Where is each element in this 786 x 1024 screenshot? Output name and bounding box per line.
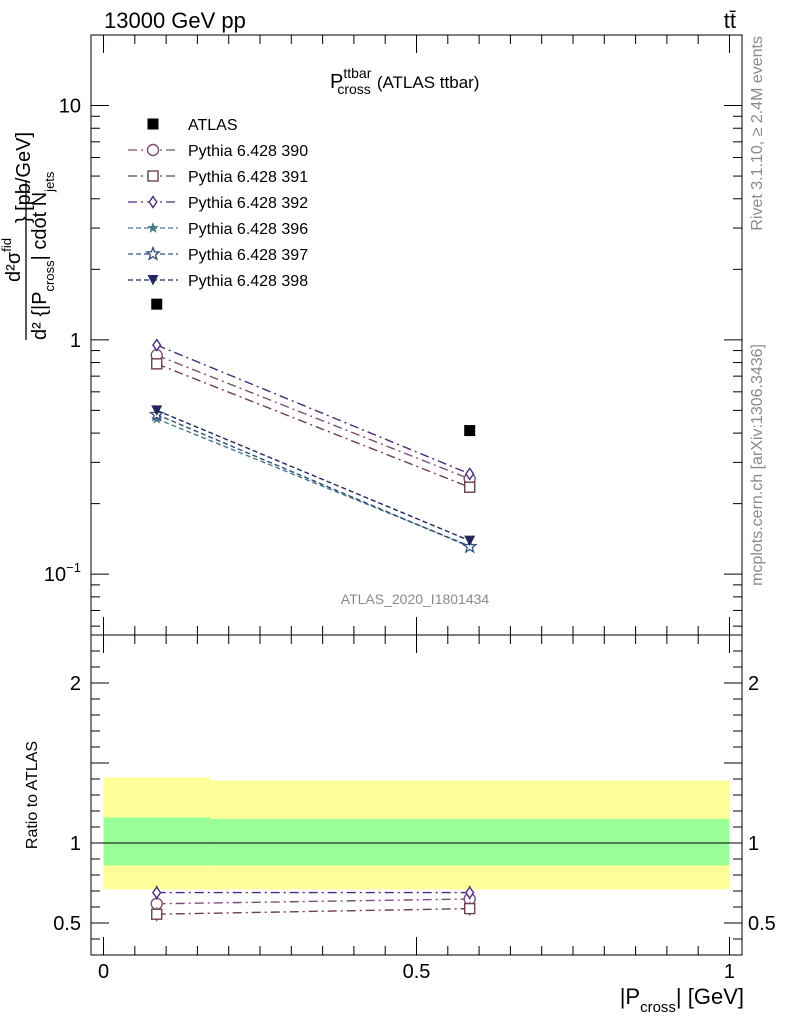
series-line-5 — [156, 413, 470, 548]
mcplots-label: mcplots.cern.ch [arXiv:1306.3436] — [749, 344, 766, 586]
chart-title-sub: cross — [337, 81, 370, 97]
x-tick-label: 0 — [98, 961, 109, 983]
uncertainty-band-inner-0 — [103, 817, 210, 866]
data-point-2-0 — [151, 358, 163, 370]
legend-label-2: Pythia 6.428 391 — [188, 169, 308, 186]
ratio-y-tick-label-right: 1 — [748, 833, 759, 855]
chart-title-base: P — [330, 71, 343, 93]
ylabel-den-a: d² {|P — [29, 291, 51, 340]
legend-marker-3 — [148, 195, 158, 209]
y-tick-label: 10−1 — [44, 560, 81, 586]
ratio-series-line-1 — [156, 907, 470, 915]
ratio-point-2-1 — [465, 885, 475, 900]
series-line-2 — [156, 363, 470, 488]
y-tick-label-base: 10 — [44, 564, 66, 586]
legend: ATLAS Pythia 6.428 390 Pythia 6.428 391 Pyt… — [128, 117, 308, 290]
ratio-y-axis-label: Ratio to ATLAS — [24, 741, 41, 849]
data-point-6-0 — [151, 405, 163, 416]
ratio-point-1-0 — [151, 908, 163, 920]
ratio-y-tick-label-left: 2 — [70, 673, 81, 695]
data-point-0-0 — [151, 298, 163, 310]
xlabel-b: | [GeV] — [676, 984, 744, 1009]
xlabel-a: |P — [620, 984, 640, 1009]
legend-label-4: Pythia 6.428 396 — [188, 221, 308, 238]
header-right: tt̄ — [724, 8, 736, 33]
legend-marker-4 — [147, 222, 159, 233]
legend-label-0: ATLAS — [188, 117, 238, 134]
chart-title-sup: ttbar — [343, 65, 371, 81]
ylabel-den-sub2: jets — [42, 171, 57, 193]
header-left: 13000 GeV pp — [104, 8, 246, 33]
legend-label-1: Pythia 6.428 390 — [188, 143, 308, 160]
legend-marker-1 — [146, 143, 160, 157]
main-y-axis-label: } [pb/GeV] d²σfid d² {|Pcross| cdot Njet… — [0, 132, 57, 340]
uncertainty-band-inner-1 — [209, 819, 730, 866]
data-point-3-1 — [465, 467, 475, 481]
x-tick-label: 0.5 — [403, 961, 431, 983]
chart-title: Pttbar cross (ATLAS ttbar) — [330, 65, 479, 97]
ylabel-denominator: d² {|Pcross| cdot Njets — [29, 171, 57, 340]
legend-label-3: Pythia 6.428 392 — [188, 195, 308, 212]
legend-label-5: Pythia 6.428 397 — [188, 247, 308, 264]
y-tick-label-exp: −1 — [66, 560, 81, 575]
series-line-1 — [156, 354, 470, 480]
ylabel-num: d²σ — [3, 251, 25, 282]
data-point-2-1 — [464, 481, 476, 493]
legend-label-6: Pythia 6.428 398 — [188, 273, 308, 290]
watermark: ATLAS_2020_I1801434 — [341, 591, 490, 607]
ratio-y-tick-label-left: 0.5 — [53, 913, 81, 935]
data-point-3-0 — [152, 338, 162, 352]
legend-marker-5 — [145, 245, 161, 261]
rivet-label: Rivet 3.1.10, ≥ 2.4M events — [749, 36, 766, 231]
xlabel-sub: cross — [640, 999, 676, 1016]
ratio-axis-ticks: 0.5 0.5 1 1 2 2 0 0.5 1 — [53, 634, 776, 983]
ylabel-den-sub: cross — [42, 260, 57, 292]
ratio-bands-layer — [91, 777, 742, 890]
series-line-6 — [156, 409, 470, 542]
data-point-6-1 — [464, 535, 476, 547]
ylabel-unit: } [pb/GeV] — [13, 132, 35, 223]
ratio-y-tick-label-right: 0.5 — [748, 913, 776, 935]
legend-marker-2 — [147, 170, 159, 182]
ratio-series-layer — [150, 885, 476, 922]
ylabel-num-sup: fid — [0, 238, 14, 252]
ratio-series-line-0 — [156, 898, 470, 905]
ratio-point-1-1 — [464, 902, 476, 915]
data-point-0-1 — [464, 425, 476, 437]
y-tick-label: 10 — [59, 96, 81, 118]
data-point-4-0 — [151, 412, 163, 424]
main-series-layer — [148, 298, 478, 554]
ratio-y-tick-label-right: 2 — [748, 673, 759, 695]
ylabel-den-b: | cdot N — [29, 192, 51, 261]
x-axis-label: |Pcross| [GeV] — [620, 984, 744, 1016]
legend-marker-0 — [147, 118, 159, 130]
y-tick-label: 1 — [70, 330, 81, 352]
chart-title-suffix: (ATLAS ttbar) — [377, 73, 480, 92]
x-tick-label: 1 — [724, 961, 735, 983]
legend-marker-6 — [147, 275, 159, 286]
ylabel-numerator: d²σfid — [0, 238, 25, 282]
ratio-point-2-0 — [152, 885, 162, 900]
ratio-y-tick-label-left: 1 — [70, 833, 81, 855]
ratio-panel: 0.5 0.5 1 1 2 2 0 0.5 1 Ratio to ATLAS |Pcross| … — [24, 634, 776, 1016]
series-line-3 — [156, 344, 470, 475]
